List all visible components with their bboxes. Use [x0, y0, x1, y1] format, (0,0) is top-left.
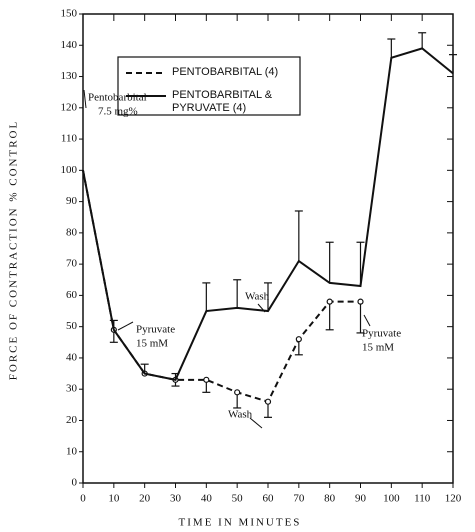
- y-tick-label: 110: [61, 133, 78, 145]
- x-tick-label: 80: [324, 493, 336, 505]
- annotation-arrow: [249, 417, 263, 429]
- x-tick-label: 10: [108, 493, 120, 505]
- point: [295, 336, 302, 343]
- y-tick-label: 40: [66, 351, 78, 363]
- error-bar: [233, 279, 242, 308]
- legend-label: PENTOBARBITAL & PYRUVATE (4): [172, 89, 273, 114]
- y-tick-label: 140: [61, 39, 78, 51]
- annotation: Wash: [228, 409, 253, 421]
- error-bar: [325, 301, 334, 331]
- error-bar: [171, 372, 180, 380]
- y-tick-label: 20: [66, 414, 78, 426]
- x-tick-label: 110: [414, 493, 431, 505]
- x-tick-label: 120: [445, 493, 462, 505]
- annotation: Pyruvate: [136, 324, 175, 336]
- error-bar: [325, 241, 334, 283]
- y-tick-label: 10: [66, 445, 78, 457]
- error-bar: [418, 32, 427, 49]
- annotation: Pentobarbital: [88, 92, 147, 104]
- y-tick-label: 50: [66, 320, 78, 332]
- y-tick-label: 130: [61, 70, 78, 82]
- annotation: Pyruvate: [362, 328, 401, 340]
- x-tick-label: 50: [232, 493, 244, 505]
- x-tick-label: 40: [201, 493, 213, 505]
- annotation-arrow: [117, 321, 134, 331]
- x-tick-label: 0: [80, 493, 86, 505]
- y-axis-label: FORCE OF CONTRACTION % CONTROL: [8, 120, 20, 380]
- point: [326, 298, 333, 305]
- series-line: [82, 170, 361, 403]
- x-tick-label: 30: [170, 493, 182, 505]
- annotation: 7.5 mg%: [98, 106, 138, 118]
- y-tick-label: 30: [66, 383, 78, 395]
- y-tick-label: 70: [66, 258, 78, 270]
- point: [203, 376, 210, 383]
- error-bar: [356, 241, 365, 287]
- annotation: 15 mM: [136, 338, 168, 350]
- error-bar: [140, 363, 149, 374]
- x-tick-label: 90: [355, 493, 367, 505]
- x-tick-label: 60: [263, 493, 275, 505]
- annotation: 15 mM: [362, 342, 394, 354]
- point: [264, 398, 272, 405]
- error-bar: [449, 54, 457, 74]
- y-tick-label: 80: [66, 226, 78, 238]
- y-tick-label: 150: [61, 8, 78, 20]
- y-tick-label: 90: [66, 195, 78, 207]
- annotation-arrow: [257, 303, 266, 313]
- annotation: Wash: [245, 291, 270, 303]
- annotation-arrow: [363, 314, 371, 327]
- error-bar: [202, 282, 211, 312]
- x-tick-label: 20: [139, 493, 151, 505]
- error-bar: [387, 38, 396, 58]
- point: [234, 389, 241, 396]
- y-tick-label: 60: [66, 289, 78, 301]
- x-axis-label: TIME IN MINUTES: [179, 517, 302, 529]
- y-tick-label: 100: [61, 164, 78, 176]
- y-tick-label: 0: [72, 477, 78, 489]
- legend-label: PENTOBARBITAL (4): [172, 66, 279, 78]
- x-tick-label: 100: [383, 493, 400, 505]
- legend-box: [117, 56, 301, 116]
- error-bar: [264, 282, 272, 312]
- annotation-arrow: [83, 89, 87, 109]
- y-tick-label: 120: [61, 101, 78, 113]
- error-bar: [294, 210, 303, 262]
- x-tick-label: 70: [293, 493, 305, 505]
- error-bar: [356, 301, 365, 334]
- point: [357, 298, 364, 305]
- error-bar: [109, 319, 118, 330]
